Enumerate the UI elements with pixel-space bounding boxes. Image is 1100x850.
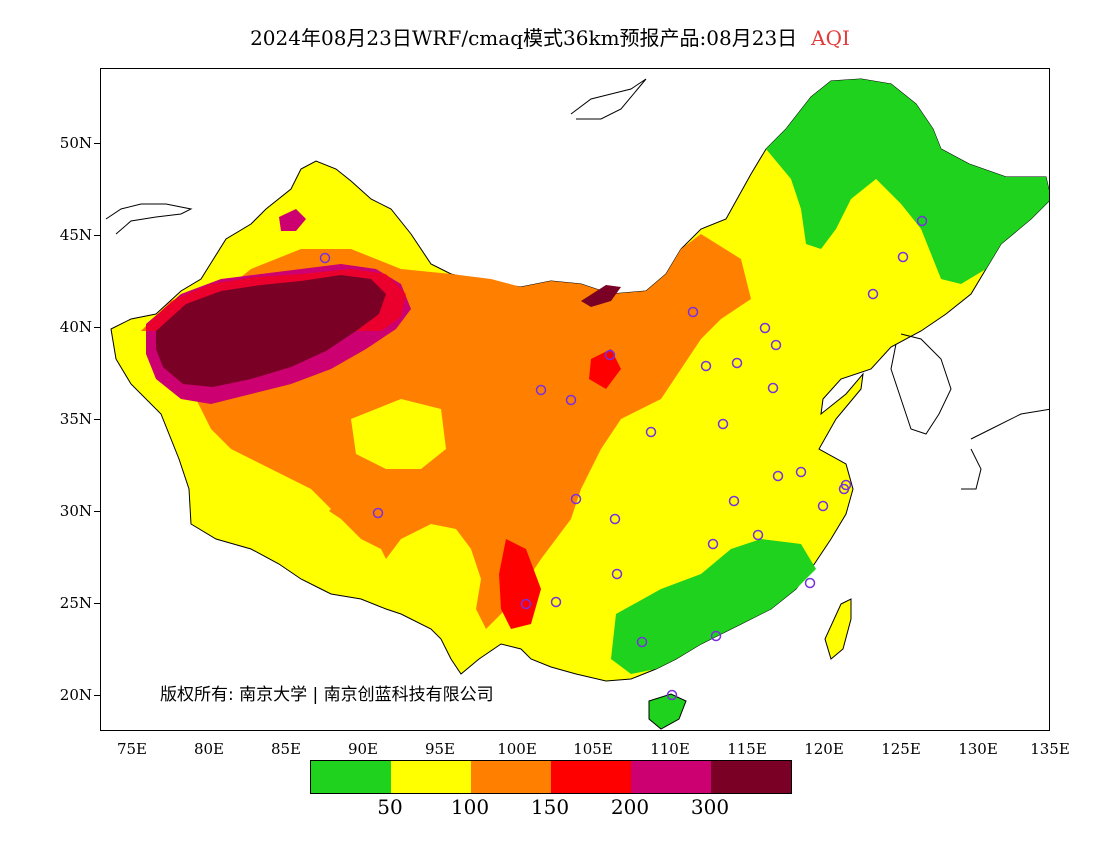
legend-swatch-usg: [471, 761, 551, 793]
yellow-central: [351, 399, 446, 469]
legend-swatch-moderate: [391, 761, 471, 793]
lat-tick-50n: 50N: [59, 134, 92, 152]
lon-tick-75e: 75E: [116, 740, 148, 758]
lat-tick-25n: 25N: [59, 594, 92, 612]
hainan-island: [648, 693, 687, 730]
legend-label-50: 50: [377, 795, 403, 819]
tarim-hazardous: [156, 275, 386, 387]
lat-tick-mark: [94, 603, 100, 604]
station-markers: [319, 215, 928, 701]
south-green: [611, 539, 816, 674]
lat-tick-30n: 30N: [59, 502, 92, 520]
lat-tick-mark: [94, 419, 100, 420]
russia-coast: [570, 78, 647, 120]
junggar-pink: [279, 209, 306, 231]
legend-swatch-unhealthy: [551, 761, 631, 793]
kazakh-coast: [105, 203, 193, 235]
legend-label-200: 200: [610, 795, 650, 819]
lat-tick-mark: [94, 695, 100, 696]
lat-tick-45n: 45N: [59, 226, 92, 244]
legend-label-150: 150: [530, 795, 570, 819]
lon-tick-90e: 90E: [347, 740, 379, 758]
legend-swatch-good: [311, 761, 391, 793]
lon-tick-125e: 125E: [881, 740, 921, 758]
lat-tick-mark: [94, 327, 100, 328]
lon-tick-130e: 130E: [958, 740, 998, 758]
korea-japan-coast: [890, 333, 1049, 490]
lon-tick-135e: 135E: [1030, 740, 1070, 758]
lon-tick-95e: 95E: [424, 740, 456, 758]
lon-tick-105e: 105E: [573, 740, 613, 758]
legend-label-100: 100: [450, 795, 490, 819]
map-title: 2024年08月23日WRF/cmaq模式36km预报产品:08月23日 AQI: [0, 22, 1100, 51]
lon-tick-110e: 110E: [650, 740, 690, 758]
legend-label-300: 300: [690, 795, 730, 819]
title-product: AQI: [811, 26, 850, 50]
lat-tick-mark: [94, 143, 100, 144]
lon-tick-100e: 100E: [497, 740, 537, 758]
yellow-tibet: [191, 429, 331, 539]
northeast-green: [766, 79, 1049, 284]
legend-swatch-very-unhealthy: [631, 761, 711, 793]
title-main: 2024年08月23日WRF/cmaq模式36km预报产品:08月23日: [250, 26, 798, 50]
color-legend: [310, 760, 792, 794]
taiwan-island: [824, 598, 852, 660]
lat-tick-mark: [94, 235, 100, 236]
north-hazardous: [581, 285, 621, 307]
copyright-notice: 版权所有: 南京大学 | 南京创蓝科技有限公司: [160, 685, 494, 705]
lat-tick-35n: 35N: [59, 410, 92, 428]
map-plot-area: [100, 68, 1050, 731]
lat-tick-mark: [94, 511, 100, 512]
lon-tick-120e: 120E: [804, 740, 844, 758]
lon-tick-80e: 80E: [193, 740, 225, 758]
lat-tick-20n: 20N: [59, 686, 92, 704]
lat-tick-40n: 40N: [59, 318, 92, 336]
lon-tick-85e: 85E: [270, 740, 302, 758]
legend-swatch-hazardous: [711, 761, 791, 793]
aqi-map: [105, 78, 1049, 730]
lon-tick-115e: 115E: [727, 740, 767, 758]
northeast-yellow: [861, 179, 956, 314]
